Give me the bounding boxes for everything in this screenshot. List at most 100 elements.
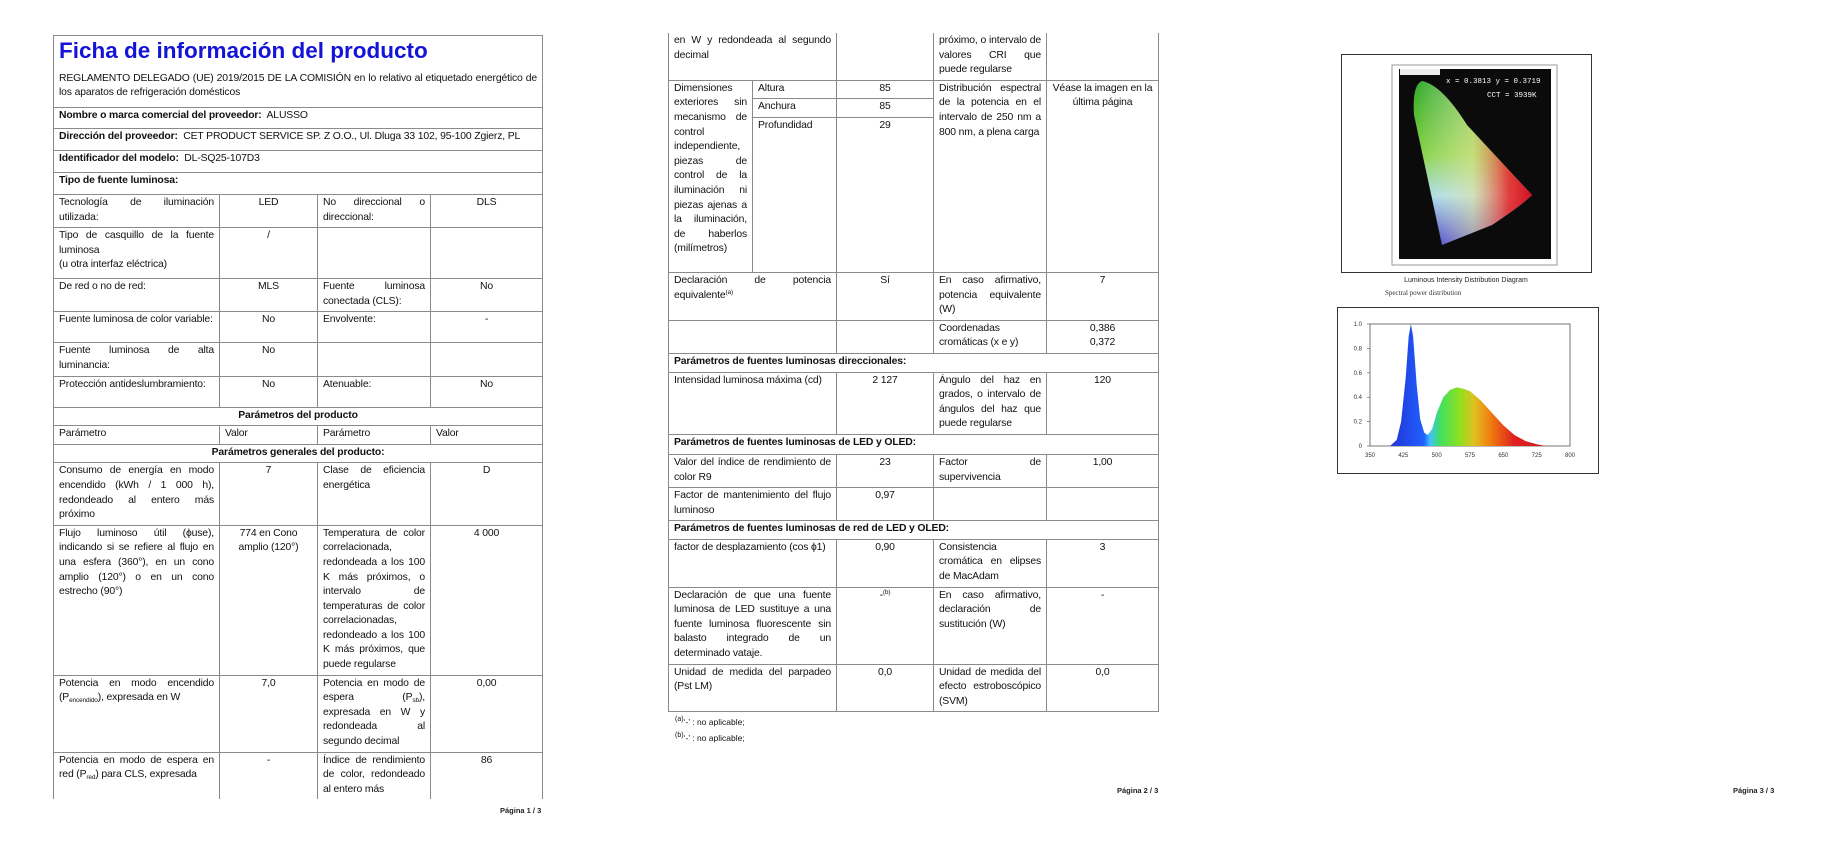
x-tick-label: 800: [1565, 453, 1576, 459]
chroma-x: 0,386: [1089, 322, 1116, 334]
param-label: Fuente luminosa conectada (CLS):: [317, 278, 431, 313]
param-label: Potencia en modo encendido (Pencendido),…: [53, 674, 220, 753]
chroma-y: 0,372: [1089, 337, 1116, 349]
model-id-row: Identificador del modelo: DL-SQ25-107D3: [52, 150, 544, 173]
table-row: Tecnología de iluminación utilizada: LED N…: [53, 193, 544, 229]
dimensions-label: Dimensiones exteriores sin mecanismo de …: [668, 79, 753, 273]
param-label: Declaración de potencia equivalente(a): [668, 271, 837, 321]
spectral-power-chart: 350 425 500 575 650 725 800 0 0.2 0.4 0.6 0.8 1.0: [1354, 322, 1576, 459]
param-value: 2 127: [836, 371, 934, 435]
led-mains-section-title: Parámetros de fuentes luminosas de red d…: [668, 520, 1159, 540]
dimension-value: 85: [836, 98, 934, 118]
param-label: Potencia en modo de espera (Psb), expres…: [317, 674, 431, 753]
x-tick-label: 725: [1532, 453, 1543, 459]
model-id: DL-SQ25-107D3: [184, 153, 260, 164]
param-label: en W y redondeada al segundo decimal: [668, 33, 837, 81]
param-value: [836, 33, 934, 81]
param-label: [933, 487, 1047, 522]
table-row: Declaración de potencia equivalente(a) S…: [668, 271, 1159, 321]
param-label: Protección antideslumbramiento:: [53, 375, 220, 408]
table-row: Consumo de energía en modo encendido (kW…: [53, 462, 544, 526]
param-value: -(b): [836, 586, 934, 665]
table-row: De red o no de red: MLS Fuente luminosa co…: [53, 278, 544, 313]
param-label: Declaración de que una fuente luminosa d…: [668, 586, 837, 665]
cie-coords: x = 0.3813 y = 0.3719: [1446, 78, 1541, 86]
param-value: 7: [219, 462, 318, 526]
footnote: (b)‘-’ : no aplicable;: [675, 732, 745, 744]
table-row: Valor del índice de rendimiento de color…: [668, 453, 1159, 489]
param-value: D: [429, 462, 544, 526]
spectrum-caption: Spectral power distribution: [1385, 289, 1462, 297]
regulation-text: REGLAMENTO DELEGADO (UE) 2019/2015 DE LA…: [52, 70, 544, 108]
param-label: Unidad de medida del parpadeo (Pst LM): [668, 663, 837, 713]
param-value: MLS: [219, 278, 318, 313]
table-row: Potencia en modo encendido (Pencendido),…: [53, 674, 544, 753]
param-label: Factor de supervivencia: [933, 453, 1047, 489]
table-row: Protección antideslumbramiento: No Atenuab…: [53, 375, 544, 408]
param-value: 0,0: [1046, 663, 1159, 713]
page-number: Página 3 / 3: [1733, 786, 1775, 795]
table-row: Fuente luminosa de alta luminancia: No: [53, 342, 544, 377]
led-section-title: Parámetros de fuentes luminosas de LED y…: [668, 433, 1159, 455]
param-value: -: [219, 751, 318, 800]
param-value: DLS: [429, 193, 544, 229]
param-label: factor de desplazamiento (cos ϕ1): [668, 538, 837, 588]
y-tick-label: 0: [1359, 444, 1363, 450]
param-label: Atenuable:: [317, 375, 431, 408]
param-label: Tecnología de iluminación utilizada:: [53, 193, 220, 229]
socket-note: (u otra interfaz eléctrica): [59, 259, 167, 271]
param-label: Fuente luminosa de alta luminancia:: [53, 342, 220, 377]
param-value: 120: [1046, 371, 1159, 435]
param-label: Consistencia cromática en elipses de Mac…: [933, 538, 1047, 588]
directional-section-title: Parámetros de fuentes luminosas direccio…: [668, 352, 1159, 373]
param-value: No: [429, 278, 544, 313]
param-value: 7: [1046, 271, 1159, 321]
dimension-value: 85: [836, 79, 934, 100]
param-label: Unidad de medida del efecto estroboscópi…: [933, 663, 1047, 713]
param-label: Coordenadas cromáticas (x e y): [933, 319, 1047, 354]
spectral-label: Distribución espectral de la potencia en…: [933, 79, 1047, 273]
footnote-mark: (b): [882, 588, 891, 596]
x-tick-label: 500: [1432, 453, 1443, 459]
param-label: No direccional o direccional:: [317, 193, 431, 229]
table-row: Tipo de casquillo de la fuente luminosa (…: [53, 227, 544, 280]
param-label: Envolvente:: [317, 311, 431, 344]
empty-cell: [836, 319, 934, 354]
socket-label: Tipo de casquillo de la fuente luminosa: [59, 230, 214, 256]
param-value: No: [219, 311, 318, 344]
column-header: Parámetro: [317, 425, 431, 445]
param-label: Temperatura de color correlacionada, red…: [317, 524, 431, 676]
param-label: Ángulo del haz en grados, o intervalo de…: [933, 371, 1047, 435]
param-value: No: [219, 375, 318, 408]
table-row: Coordenadas cromáticas (x e y) 0,386 0,37…: [668, 319, 1159, 354]
x-tick-label: 650: [1498, 453, 1509, 459]
x-tick-label: 350: [1365, 453, 1376, 459]
param-label: Clase de eficiencia energética: [317, 462, 431, 526]
y-tick-label: 0.6: [1354, 371, 1363, 377]
param-label: Índice de rendimiento de color, redondea…: [317, 751, 431, 800]
param-value: 0,386 0,372: [1046, 319, 1159, 354]
param-value: LED: [219, 193, 318, 229]
table-row: en W y redondeada al segundo decimal pró…: [668, 33, 1159, 81]
param-label: En caso afirmativo, potencia equivalente…: [933, 271, 1047, 321]
param-value: 0,97: [836, 487, 934, 522]
table-row: Dimensiones exteriores sin mecanismo de …: [668, 79, 1159, 273]
model-id-label: Identificador del modelo:: [59, 153, 179, 164]
general-params-title: Parámetros generales del producto:: [52, 443, 544, 464]
table-row: Factor de mantenimiento del flujo lumino…: [668, 487, 1159, 522]
param-value: [1046, 487, 1159, 522]
table-row: Potencia en modo de espera en red (Pred)…: [53, 751, 544, 800]
cie-cct: CCT = 3939K: [1487, 92, 1537, 100]
param-label: Potencia en modo de espera en red (Pred)…: [53, 751, 220, 800]
spectral-value: Véase la imagen en la última página: [1046, 79, 1159, 273]
spectrum-series-area: [1370, 324, 1570, 446]
product-info-table-page-1: Ficha de información del producto REGLAM…: [52, 35, 544, 800]
supplier-address: CET PRODUCT SERVICE SP. Z O.O., Ul. Dlug…: [183, 131, 521, 142]
dimension-value: 29: [836, 116, 934, 273]
param-value: 3: [1046, 538, 1159, 588]
param-value: -: [1046, 586, 1159, 665]
footnote-mark: (a): [675, 716, 684, 723]
param-label: Intensidad luminosa máxima (cd): [668, 371, 837, 435]
param-value: Sí: [836, 271, 934, 321]
value-text: -: [879, 589, 883, 601]
